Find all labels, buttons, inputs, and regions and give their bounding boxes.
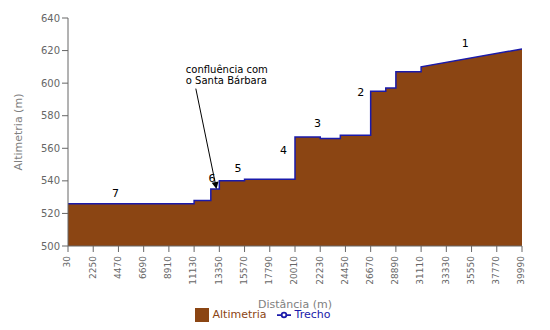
svg-text:Distância (m): Distância (m)	[258, 298, 332, 311]
svg-text:500: 500	[41, 241, 60, 252]
svg-text:28890: 28890	[390, 256, 400, 285]
svg-text:520: 520	[41, 208, 60, 219]
svg-text:39990: 39990	[516, 256, 526, 285]
svg-text:13350: 13350	[214, 256, 224, 285]
svg-text:640: 640	[41, 13, 60, 24]
svg-text:4: 4	[280, 144, 287, 157]
svg-text:17790: 17790	[264, 256, 274, 285]
svg-text:6690: 6690	[138, 256, 148, 279]
svg-text:11130: 11130	[189, 256, 199, 285]
svg-text:15570: 15570	[239, 256, 249, 285]
svg-text:2250: 2250	[88, 256, 98, 279]
svg-text:560: 560	[41, 143, 60, 154]
svg-text:31110: 31110	[416, 256, 426, 285]
svg-text:20010: 20010	[289, 256, 299, 285]
svg-text:580: 580	[41, 110, 60, 121]
svg-text:6: 6	[208, 172, 215, 185]
svg-text:3: 3	[314, 117, 321, 130]
svg-text:confluência como Santa Bárbara: confluência como Santa Bárbara	[186, 64, 268, 86]
svg-text:22230: 22230	[315, 256, 325, 285]
svg-text:26670: 26670	[365, 256, 375, 285]
svg-text:35550: 35550	[466, 256, 476, 285]
svg-text:33330: 33330	[441, 256, 451, 285]
html-text:Altimetria: Altimetria	[212, 308, 267, 321]
svg-text:37770: 37770	[491, 256, 501, 285]
svg-text:600: 600	[41, 78, 60, 89]
svg-text:1: 1	[462, 37, 469, 50]
svg-text:540: 540	[41, 175, 60, 186]
html-text:Trecho: Trecho	[294, 308, 331, 321]
svg-text:30: 30	[62, 256, 72, 268]
svg-text:2: 2	[357, 86, 364, 99]
svg-text:4470: 4470	[113, 256, 123, 279]
svg-text:Altimetria (m): Altimetria (m)	[12, 94, 25, 171]
svg-text:7: 7	[112, 187, 119, 200]
svg-text:5: 5	[235, 162, 242, 175]
svg-text:24450: 24450	[340, 256, 350, 285]
svg-text:620: 620	[41, 45, 60, 56]
svg-text:8910: 8910	[163, 256, 173, 279]
